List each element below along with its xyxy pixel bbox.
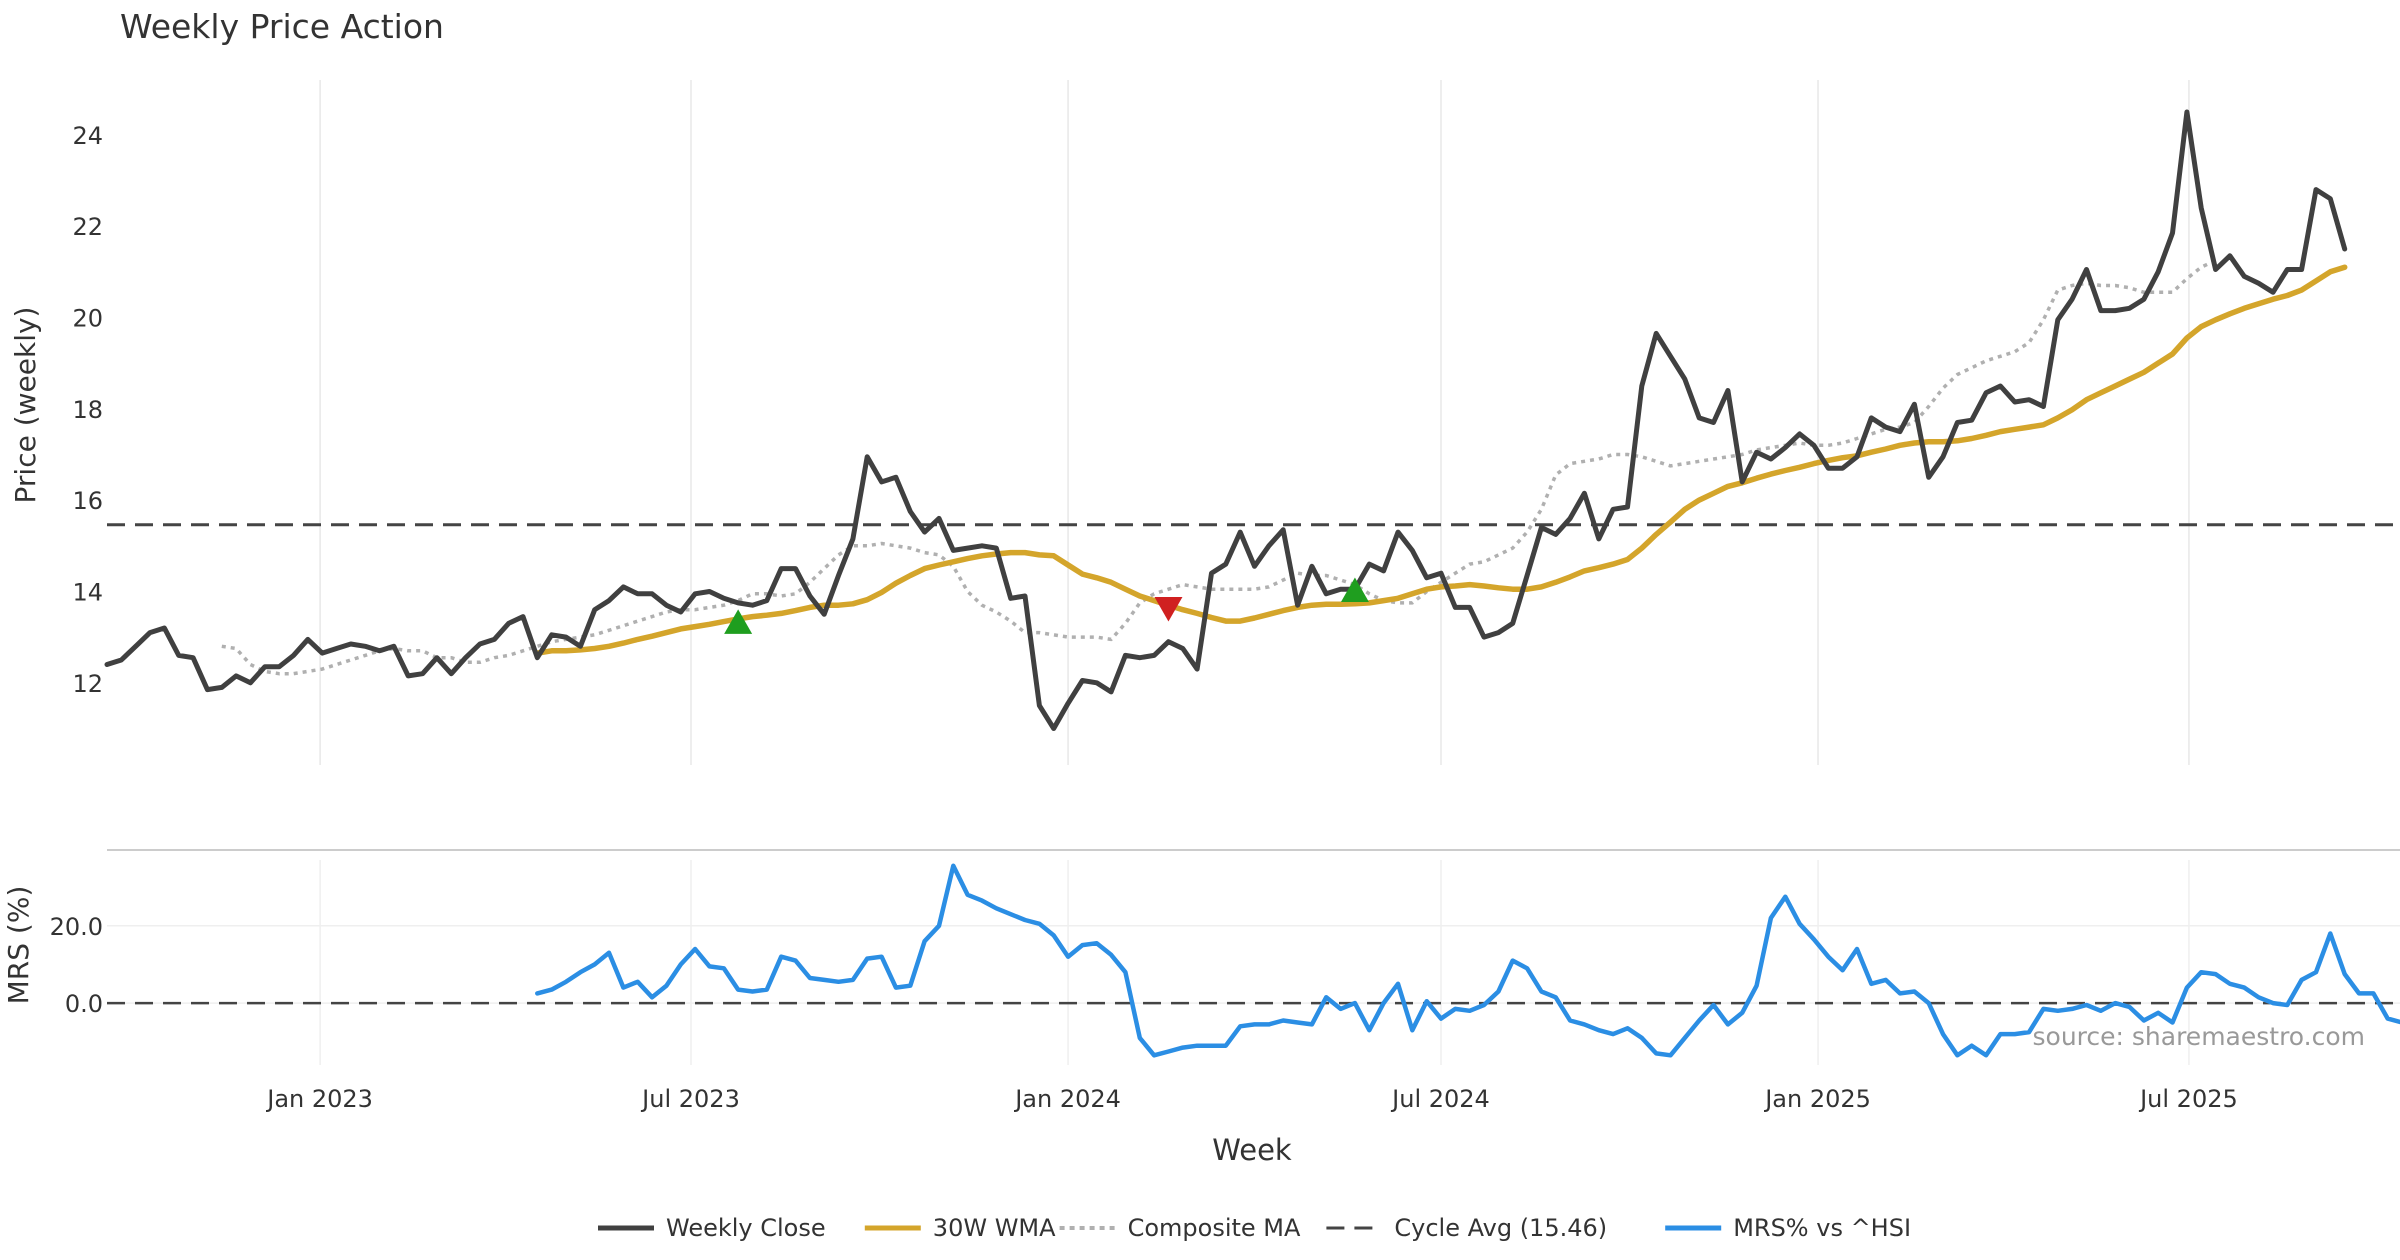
price-y-tick-label: 18 xyxy=(72,396,103,424)
source-annotation: source: sharemaestro.com xyxy=(2033,1022,2366,1051)
x-tick-label: Jan 2024 xyxy=(1013,1085,1121,1113)
buy-signal-marker xyxy=(724,609,753,634)
x-axis-ticks: Jan 2023 Jul 2023 Jan 2024 Jul 2024 Jan 2025… xyxy=(265,1085,2238,1113)
price-y-tick-label: 16 xyxy=(72,487,103,515)
price-y-tick-label: 20 xyxy=(72,304,103,332)
legend-item: Cycle Avg (15.46) xyxy=(1326,1214,1607,1242)
legend-item: Composite MA xyxy=(1059,1214,1301,1242)
mrs-y-tick-label: 20.0 xyxy=(50,913,103,941)
chart-title: Weekly Price Action xyxy=(120,7,444,46)
price-panel: 12 14 16 18 20 22 24 Price (weekly) xyxy=(9,80,2400,765)
price-y-tick-label: 12 xyxy=(72,670,103,698)
price-y-ticks: 12 14 16 18 20 22 24 xyxy=(72,122,103,698)
x-tick-label: Jan 2025 xyxy=(1763,1085,1871,1113)
x-tick-label: Jul 2024 xyxy=(1390,1085,1490,1113)
x-tick-label: Jan 2023 xyxy=(265,1085,373,1113)
mrs-y-ticks: 0.0 20.0 xyxy=(50,913,103,1018)
wma-30w-line xyxy=(534,264,2348,656)
mrs-panel: 0.0 20.0 MRS (%) source: sharemaestro.com xyxy=(2,860,2400,1065)
mrs-line xyxy=(535,863,2400,1058)
legend-label: MRS% vs ^HSI xyxy=(1733,1214,1911,1242)
legend-item: 30W WMA xyxy=(864,1214,1056,1242)
legend: Weekly Close 30W WMA Composite MA Cycle Avg… xyxy=(598,1214,1911,1242)
mrs-y-axis-label: MRS (%) xyxy=(2,886,35,1005)
price-series xyxy=(104,109,2348,731)
x-axis-label: Week xyxy=(1212,1133,1292,1167)
legend-item: MRS% vs ^HSI xyxy=(1665,1214,1911,1242)
legend-label: 30W WMA xyxy=(933,1214,1056,1242)
sell-signal-marker xyxy=(1154,596,1183,622)
legend-label: Weekly Close xyxy=(666,1214,826,1242)
x-tick-label: Jul 2023 xyxy=(640,1085,740,1113)
legend-item: Weekly Close xyxy=(598,1214,826,1242)
price-y-tick-label: 24 xyxy=(72,122,103,150)
mrs-series xyxy=(535,863,2400,1058)
x-tick-label: Jul 2025 xyxy=(2138,1085,2238,1113)
buy-signal-marker xyxy=(1340,577,1369,602)
signal-markers xyxy=(724,577,1369,634)
price-y-tick-label: 22 xyxy=(72,213,103,241)
price-y-axis-label: Price (weekly) xyxy=(9,307,42,504)
weekly-close-line xyxy=(104,109,2348,731)
mrs-y-tick-label: 0.0 xyxy=(65,990,103,1018)
composite-ma-line xyxy=(221,258,2217,676)
price-y-tick-label: 14 xyxy=(72,578,103,606)
legend-label: Composite MA xyxy=(1128,1214,1301,1242)
price-gridlines xyxy=(319,80,2190,765)
legend-label: Cycle Avg (15.46) xyxy=(1394,1214,1607,1242)
